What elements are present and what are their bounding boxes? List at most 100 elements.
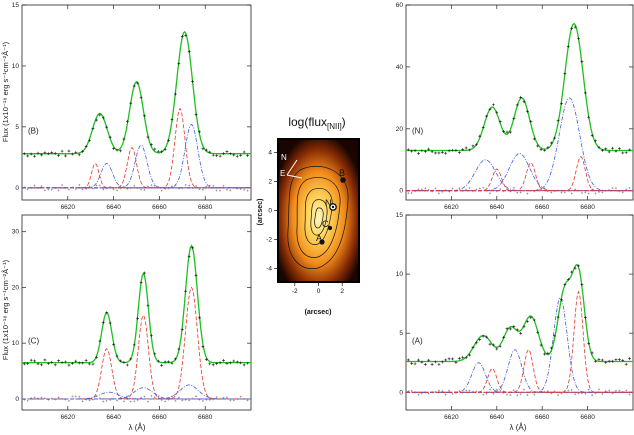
data-point xyxy=(84,145,88,148)
data-point xyxy=(153,147,157,151)
residual-point xyxy=(553,190,556,193)
data-point xyxy=(485,114,488,118)
residual-point xyxy=(91,398,94,401)
y-tick-label: 40 xyxy=(396,64,404,71)
residual-point xyxy=(109,185,112,188)
label-A: A xyxy=(316,233,322,243)
fit-line xyxy=(22,244,251,364)
y-tick-label: 5 xyxy=(15,124,19,131)
data-point xyxy=(246,361,249,365)
data-point xyxy=(112,342,115,346)
residual-point xyxy=(434,187,437,190)
residual-point xyxy=(188,184,191,187)
residual-point xyxy=(126,187,129,190)
data-point xyxy=(33,154,36,158)
residual-point xyxy=(485,392,488,395)
data-point xyxy=(440,360,444,364)
data-point xyxy=(573,266,577,270)
nii-flux-map: log(flux[NII]) N E B N C A -2 0 2 4 2 0 -2 -4 (… xyxy=(257,115,360,316)
map-y-tick-label: -4 xyxy=(266,266,272,273)
data-point xyxy=(570,270,574,274)
data-point xyxy=(64,154,67,158)
residual-point xyxy=(116,189,119,192)
data-point xyxy=(583,91,587,95)
data-point xyxy=(474,341,478,345)
residual-point xyxy=(444,189,447,192)
data-point xyxy=(406,358,410,362)
data-point xyxy=(232,153,236,157)
residual-point xyxy=(232,399,235,402)
residual-point xyxy=(420,188,423,191)
data-point xyxy=(191,246,195,250)
residual-point xyxy=(488,192,491,195)
data-point xyxy=(156,149,160,153)
data-point xyxy=(81,361,85,365)
data-point xyxy=(468,353,471,357)
data-point xyxy=(160,363,164,367)
data-point xyxy=(235,360,239,364)
ylabel-top: Flux (1x10⁻¹⁸ erg s⁻¹cm⁻²Å⁻¹) xyxy=(1,41,10,142)
residual-point xyxy=(140,396,143,399)
residual-point xyxy=(105,187,108,190)
residual-point xyxy=(122,185,125,188)
data-point xyxy=(583,316,587,320)
residual-point xyxy=(67,188,70,191)
data-point xyxy=(222,358,225,362)
data-point xyxy=(46,152,50,156)
data-point xyxy=(481,334,485,338)
data-point xyxy=(101,116,105,120)
residual-point xyxy=(33,396,36,399)
residual-point xyxy=(574,393,577,396)
residual-point xyxy=(98,184,101,187)
data-point xyxy=(474,143,478,147)
residual-point xyxy=(594,392,597,395)
label-C: C xyxy=(322,219,329,229)
residual-point xyxy=(61,397,64,400)
data-point xyxy=(434,151,437,155)
marker-N-center xyxy=(331,205,335,209)
data-point xyxy=(427,147,431,151)
data-point xyxy=(67,149,71,153)
residual-point xyxy=(441,190,444,193)
residual-point xyxy=(614,187,617,190)
data-point xyxy=(624,362,628,366)
data-point xyxy=(136,316,140,320)
data-point xyxy=(485,335,488,339)
data-point xyxy=(410,149,414,153)
data-point xyxy=(577,264,580,268)
residual-point xyxy=(71,186,74,189)
residual-point xyxy=(205,185,208,188)
data-point xyxy=(84,358,88,362)
residual-point xyxy=(529,390,532,393)
residual-point xyxy=(57,396,60,399)
data-point xyxy=(101,321,105,325)
plot-frame xyxy=(21,4,252,201)
residual-point xyxy=(225,396,228,399)
x-tick-label: 6640 xyxy=(490,414,505,421)
marker-C xyxy=(327,225,333,231)
residual-point xyxy=(236,187,239,190)
x-tick-label: 6620 xyxy=(444,204,459,211)
data-point xyxy=(67,363,71,367)
residual-point xyxy=(465,389,468,392)
data-point xyxy=(163,147,167,151)
residual-point xyxy=(188,399,191,402)
residual-point xyxy=(437,192,440,195)
data-point xyxy=(566,278,570,281)
data-point xyxy=(430,362,434,366)
residual-point xyxy=(74,188,77,191)
residual-point xyxy=(427,188,430,191)
residual-point xyxy=(102,400,105,403)
residual-point xyxy=(37,187,40,190)
residual-point xyxy=(448,389,451,392)
data-point xyxy=(519,95,523,99)
fit-line xyxy=(22,30,251,155)
data-point xyxy=(91,127,95,131)
residual-point xyxy=(427,392,430,395)
data-point xyxy=(180,35,184,38)
data-point xyxy=(461,148,465,151)
data-point xyxy=(88,362,91,366)
residual-point xyxy=(454,391,457,394)
data-point xyxy=(628,357,631,361)
residual-point xyxy=(424,391,427,394)
